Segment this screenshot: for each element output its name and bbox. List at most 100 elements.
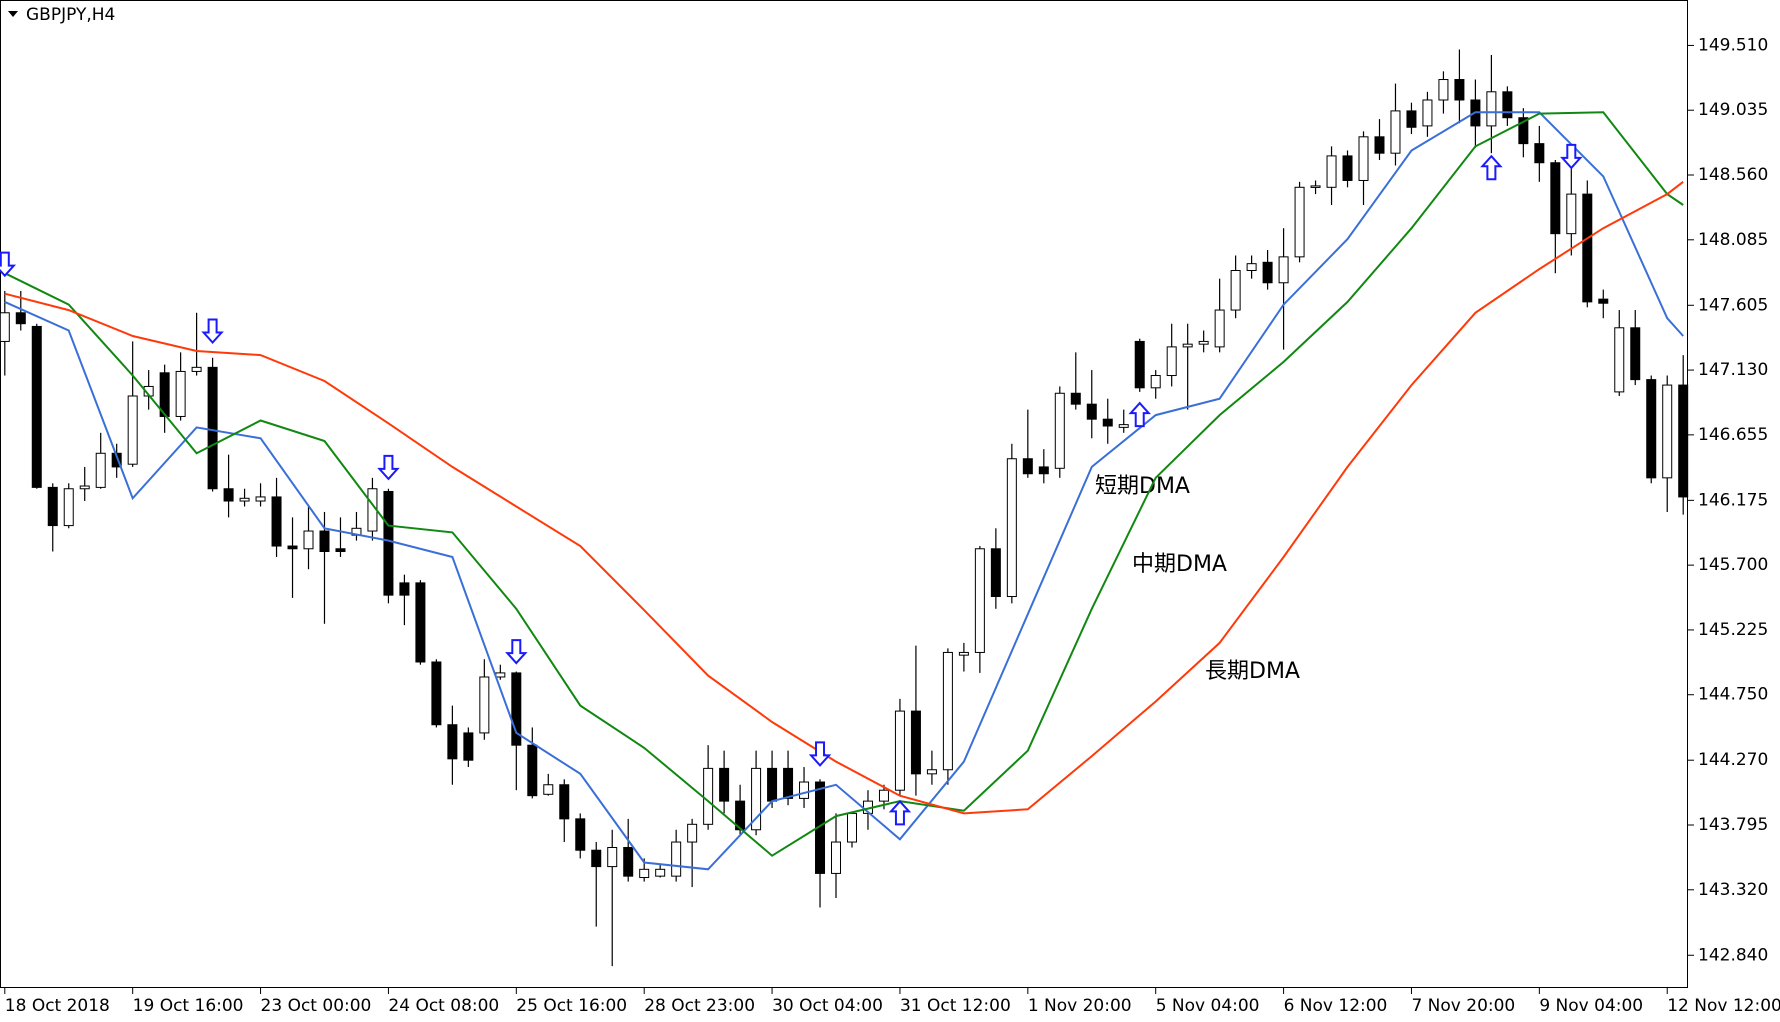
y-tick-label: 147.605	[1698, 295, 1768, 315]
candle-body	[1518, 117, 1529, 145]
candle-body	[1166, 346, 1177, 377]
candle-body	[623, 847, 634, 877]
candle-body	[223, 488, 234, 502]
x-tick-label: 7 Nov 20:00	[1411, 996, 1515, 1016]
candle-body	[287, 545, 298, 550]
candle-body	[1198, 340, 1209, 345]
y-tick-label: 148.085	[1698, 230, 1768, 250]
candle-body	[655, 868, 666, 877]
candle-body	[1134, 340, 1145, 389]
candle-body	[479, 676, 490, 734]
candle-body	[1374, 136, 1385, 154]
buy-arrow	[1128, 401, 1151, 428]
x-tick-label: 31 Oct 12:00	[900, 996, 1011, 1016]
candle-body	[639, 868, 650, 879]
candle-body	[910, 710, 921, 775]
y-tick-label: 146.175	[1698, 490, 1768, 510]
sell-arrow	[808, 741, 832, 767]
plot-frame	[0, 0, 1688, 988]
x-tick-label: 1 Nov 20:00	[1028, 996, 1132, 1016]
x-tick-label: 18 Oct 2018	[5, 996, 110, 1016]
x-tick-label: 23 Oct 00:00	[261, 996, 372, 1016]
candle-body	[335, 548, 346, 552]
ma-line	[4, 111, 1684, 871]
candle-body	[846, 812, 857, 843]
x-tick-label: 19 Oct 16:00	[133, 996, 244, 1016]
y-tick-label: 146.655	[1698, 425, 1768, 445]
candle-body	[831, 841, 842, 874]
candle-body	[735, 800, 746, 831]
ma-line	[4, 111, 1684, 857]
candle-body	[783, 767, 794, 799]
candle-body	[191, 366, 202, 372]
candle-body	[1102, 418, 1113, 427]
candle-body	[255, 496, 266, 502]
candle-body	[958, 651, 969, 656]
candle-body	[1070, 392, 1081, 405]
candle-body	[1614, 327, 1625, 393]
candle-body	[719, 767, 730, 802]
candle-body	[1086, 403, 1097, 420]
candle-body	[1262, 261, 1273, 284]
ma-label: 長期DMA	[1205, 659, 1300, 684]
candle-body	[1358, 136, 1369, 181]
candle-body	[990, 548, 1001, 598]
candle-body	[207, 366, 218, 490]
sell-arrow	[0, 251, 17, 278]
x-tick-label: 6 Nov 12:00	[1284, 996, 1388, 1016]
ma-line	[4, 181, 1684, 815]
candle-body	[1534, 143, 1545, 164]
candle-body	[1678, 384, 1689, 498]
candle-body	[239, 497, 250, 502]
candle-body	[79, 485, 90, 490]
candle-body	[1246, 263, 1257, 271]
candle-body	[575, 818, 586, 851]
sell-arrow	[201, 318, 224, 345]
candle-body	[1406, 110, 1417, 128]
sell-arrow	[1560, 143, 1583, 170]
candle-body	[431, 661, 442, 726]
y-tick-label: 145.700	[1698, 555, 1768, 575]
candle-body	[1278, 256, 1289, 284]
candle-body	[878, 789, 889, 802]
candle-body	[1566, 193, 1577, 235]
candle-body	[111, 452, 122, 468]
y-tick-label: 145.225	[1698, 620, 1768, 640]
candle-body	[15, 312, 26, 325]
candle-body	[527, 744, 538, 797]
candle-body	[1230, 269, 1241, 311]
candle-body	[1438, 79, 1449, 101]
chart-title: GBPJPY,H4	[26, 5, 115, 25]
candle-body	[1422, 99, 1433, 127]
y-tick-label: 147.130	[1698, 360, 1768, 380]
candle-body	[303, 530, 314, 550]
candle-body	[894, 710, 905, 791]
candle-body	[1006, 458, 1017, 598]
candle-body	[271, 496, 282, 547]
candle-body	[607, 847, 618, 868]
candle-body	[1182, 343, 1193, 348]
y-tick-label: 142.840	[1698, 945, 1768, 965]
buy-arrow	[1480, 154, 1503, 181]
candle-body	[974, 548, 985, 653]
y-tick-label: 144.750	[1698, 685, 1768, 705]
candle-body	[1054, 392, 1065, 469]
x-tick-label: 12 Nov 12:00	[1667, 996, 1780, 1016]
candle-body	[559, 784, 570, 820]
candle-body	[1214, 309, 1225, 348]
candle-body	[751, 767, 762, 831]
candle-body	[799, 781, 810, 799]
x-tick-label: 25 Oct 16:00	[516, 996, 627, 1016]
candle-body	[1582, 193, 1593, 303]
x-tick-label: 30 Oct 04:00	[772, 996, 883, 1016]
candle-body	[31, 325, 42, 488]
candle-body	[1150, 375, 1161, 389]
x-tick-label: 5 Nov 04:00	[1156, 996, 1260, 1016]
candle-body	[1662, 384, 1673, 479]
y-tick-label: 148.560	[1698, 165, 1768, 185]
ma-label: 短期DMA	[1095, 474, 1190, 499]
candle-body	[95, 452, 106, 488]
candle-body	[495, 672, 506, 678]
candle-body	[1390, 110, 1401, 154]
